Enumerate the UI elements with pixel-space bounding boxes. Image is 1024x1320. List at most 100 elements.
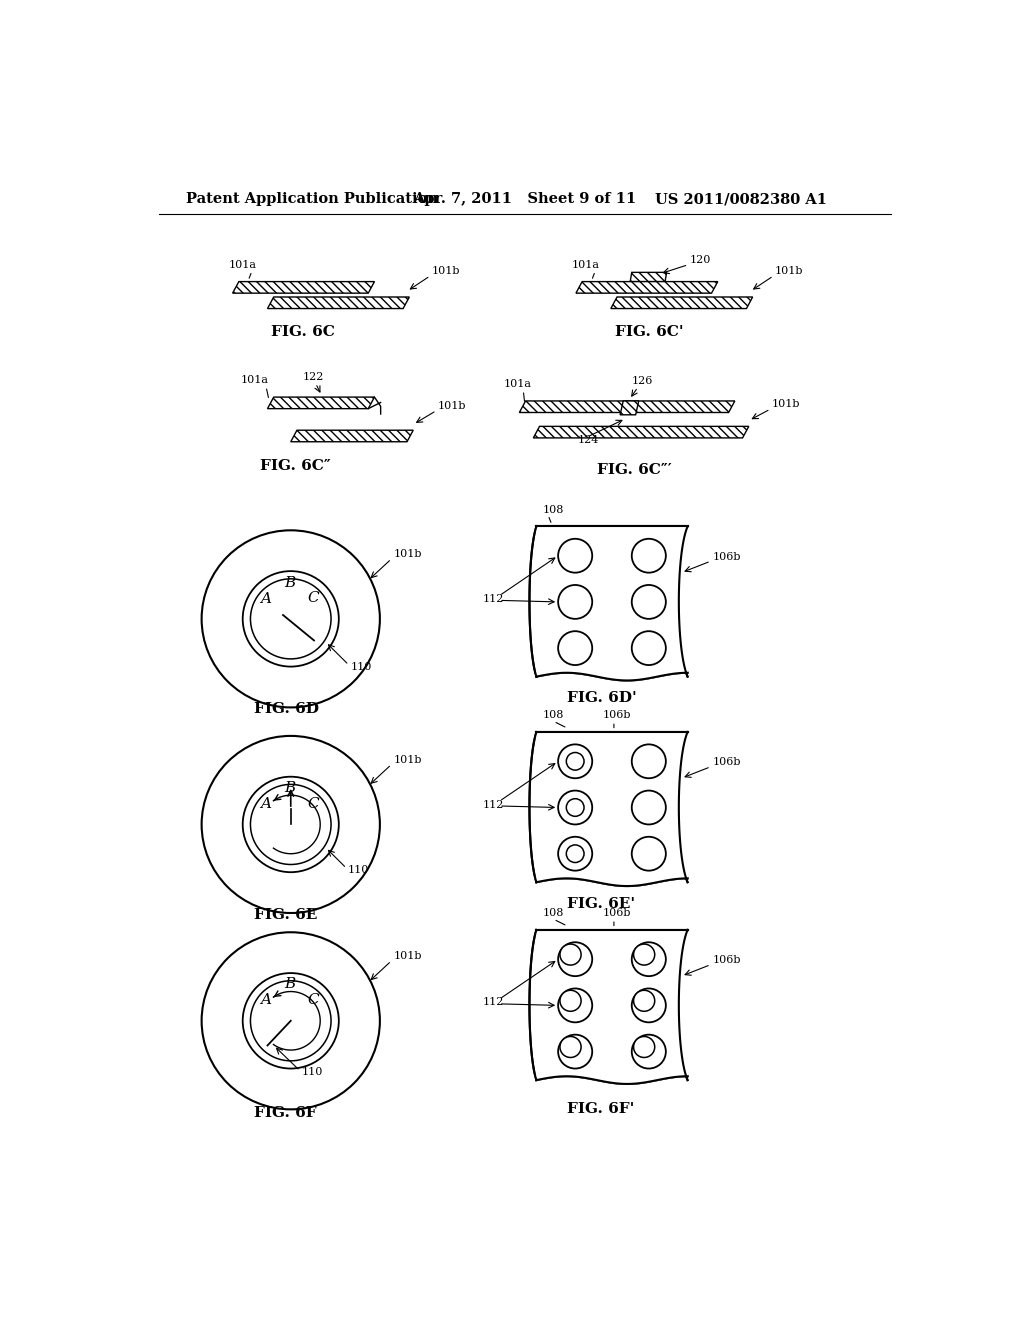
Circle shape — [243, 776, 339, 873]
Circle shape — [560, 990, 581, 1011]
Text: FIG. 6C: FIG. 6C — [271, 325, 335, 338]
Polygon shape — [537, 929, 687, 1084]
Text: B: B — [285, 977, 296, 991]
Circle shape — [251, 579, 331, 659]
Circle shape — [634, 1036, 654, 1057]
Circle shape — [632, 989, 666, 1022]
Text: A: A — [260, 593, 270, 606]
Text: 101a: 101a — [572, 260, 600, 269]
Text: 120: 120 — [690, 255, 712, 265]
Text: 106b: 106b — [602, 710, 631, 721]
Circle shape — [558, 791, 592, 825]
Circle shape — [558, 942, 592, 977]
Text: C: C — [308, 993, 319, 1007]
Circle shape — [558, 1035, 592, 1069]
Text: 122: 122 — [302, 372, 324, 383]
Circle shape — [634, 944, 654, 965]
Text: 101b: 101b — [432, 267, 461, 276]
Text: 112: 112 — [482, 998, 504, 1007]
Circle shape — [632, 744, 666, 779]
Text: FIG. 6C″: FIG. 6C″ — [260, 459, 331, 474]
Circle shape — [202, 932, 380, 1109]
Polygon shape — [537, 733, 687, 886]
Circle shape — [566, 799, 584, 816]
Text: 101b: 101b — [394, 755, 422, 764]
Polygon shape — [267, 297, 410, 309]
Text: 106b: 106b — [713, 552, 740, 561]
Text: US 2011/0082380 A1: US 2011/0082380 A1 — [655, 193, 827, 206]
Text: 106b: 106b — [713, 758, 740, 767]
Text: 110: 110 — [350, 661, 372, 672]
Text: A: A — [260, 796, 270, 810]
Text: 101b: 101b — [775, 267, 804, 276]
Text: FIG. 6F': FIG. 6F' — [567, 1102, 635, 1117]
Circle shape — [251, 981, 331, 1061]
Text: FIG. 6E: FIG. 6E — [254, 908, 316, 923]
Circle shape — [243, 973, 339, 1069]
Circle shape — [202, 737, 380, 913]
Text: B: B — [285, 576, 296, 590]
Circle shape — [632, 837, 666, 871]
Polygon shape — [291, 430, 414, 442]
Text: 101a: 101a — [241, 375, 268, 385]
Text: 124: 124 — [578, 436, 599, 445]
Circle shape — [632, 585, 666, 619]
Text: FIG. 6D': FIG. 6D' — [567, 692, 637, 705]
Polygon shape — [621, 401, 639, 414]
Circle shape — [566, 845, 584, 862]
Polygon shape — [232, 281, 375, 293]
Polygon shape — [519, 401, 735, 412]
Circle shape — [558, 631, 592, 665]
Polygon shape — [267, 397, 375, 409]
Polygon shape — [611, 297, 753, 309]
Circle shape — [632, 539, 666, 573]
Text: 106b: 106b — [713, 956, 740, 965]
Text: 101b: 101b — [772, 400, 801, 409]
Text: A: A — [260, 993, 270, 1007]
Circle shape — [251, 784, 331, 865]
Circle shape — [560, 1036, 581, 1057]
Text: 112: 112 — [482, 594, 504, 605]
Circle shape — [566, 752, 584, 770]
Circle shape — [202, 531, 380, 708]
Text: FIG. 6C': FIG. 6C' — [614, 325, 683, 338]
Polygon shape — [537, 527, 687, 680]
Circle shape — [632, 942, 666, 977]
Circle shape — [558, 744, 592, 779]
Text: 108: 108 — [543, 908, 564, 919]
Circle shape — [558, 989, 592, 1022]
Circle shape — [632, 791, 666, 825]
Text: 110: 110 — [302, 1068, 323, 1077]
Polygon shape — [630, 272, 667, 281]
Text: 110: 110 — [348, 865, 370, 875]
Text: FIG. 6D: FIG. 6D — [254, 702, 318, 715]
Text: Patent Application Publication: Patent Application Publication — [186, 193, 438, 206]
Text: 126: 126 — [632, 376, 653, 385]
Circle shape — [560, 944, 581, 965]
Text: Apr. 7, 2011   Sheet 9 of 11: Apr. 7, 2011 Sheet 9 of 11 — [414, 193, 637, 206]
Circle shape — [243, 572, 339, 667]
Text: 101b: 101b — [438, 401, 467, 411]
Polygon shape — [575, 281, 718, 293]
Circle shape — [558, 837, 592, 871]
Text: FIG. 6E': FIG. 6E' — [567, 896, 636, 911]
Polygon shape — [534, 426, 749, 438]
Text: 106b: 106b — [602, 908, 631, 919]
Text: C: C — [308, 591, 319, 605]
Text: B: B — [285, 781, 296, 795]
Text: 108: 108 — [543, 710, 564, 721]
Text: 101a: 101a — [504, 379, 531, 389]
Text: 101a: 101a — [228, 260, 257, 269]
Text: 108: 108 — [543, 504, 564, 515]
Circle shape — [632, 1035, 666, 1069]
Text: 101b: 101b — [394, 952, 422, 961]
Circle shape — [558, 585, 592, 619]
Text: 112: 112 — [482, 800, 504, 809]
Circle shape — [632, 631, 666, 665]
Text: C: C — [308, 796, 319, 810]
Circle shape — [634, 990, 654, 1011]
Text: FIG. 6F: FIG. 6F — [254, 1106, 316, 1121]
Text: FIG. 6C″′: FIG. 6C″′ — [597, 463, 672, 477]
Circle shape — [558, 539, 592, 573]
Text: 101b: 101b — [394, 549, 422, 560]
